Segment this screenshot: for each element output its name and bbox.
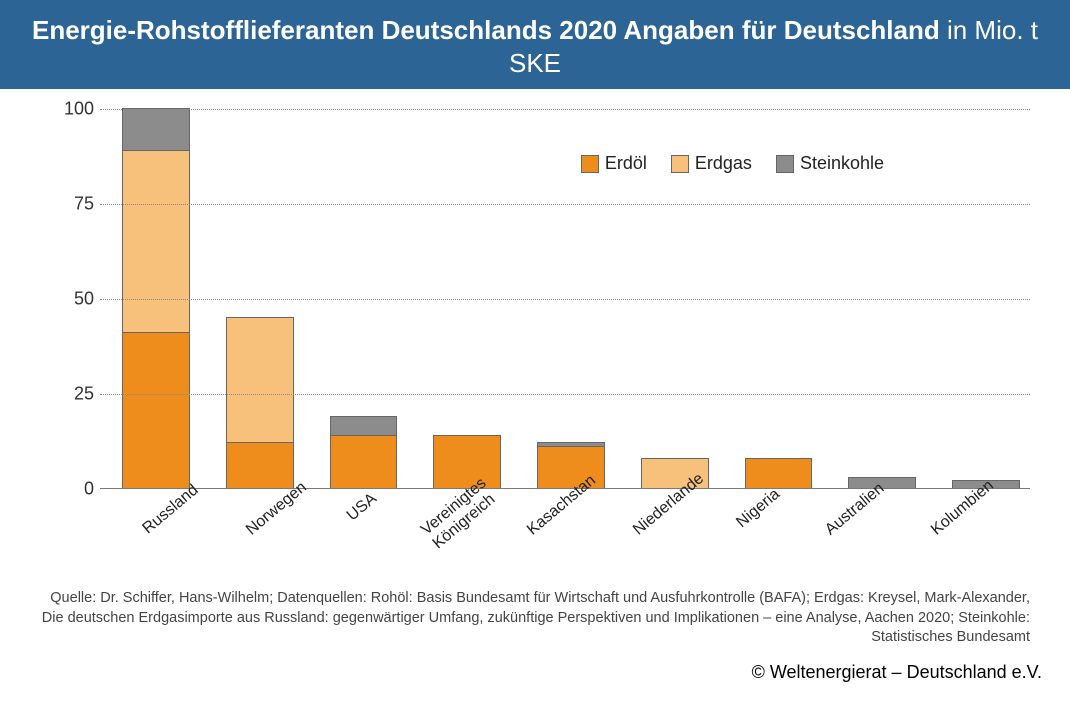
bar-segment: [745, 458, 813, 488]
legend-item: Erdöl: [581, 153, 647, 174]
bar-segment: [122, 332, 190, 488]
bar-column: [330, 416, 398, 488]
bar-column: [226, 317, 294, 488]
y-tick-label: 0: [54, 479, 94, 500]
x-tick-label: Norwegen: [243, 481, 354, 595]
bar-segment: [226, 442, 294, 488]
gridline: [100, 204, 1030, 205]
x-axis-labels: RusslandNorwegenUSAVereinigtes Königreic…: [40, 495, 1030, 585]
gridline: [100, 299, 1030, 300]
y-tick-label: 25: [54, 384, 94, 405]
x-tick-label: Vereinigtes Königreich: [418, 481, 529, 595]
bar-segment: [122, 150, 190, 332]
x-tick-label: Russland: [140, 481, 249, 593]
x-tick-label: Kasachstan: [524, 481, 635, 595]
gridline: [100, 109, 1030, 110]
bar-column: [122, 108, 190, 488]
bar-segment: [330, 435, 398, 488]
gridline: [100, 394, 1030, 395]
legend: Erdöl Erdgas Steinkohle: [581, 153, 884, 174]
legend-label: Erdgas: [695, 153, 752, 174]
bar-segment: [433, 435, 501, 488]
legend-swatch: [671, 155, 689, 173]
y-tick-label: 100: [54, 99, 94, 120]
x-tick-label: Niederlande: [630, 481, 741, 595]
chart-header: Energie-Rohstofflieferanten Deutschlands…: [0, 0, 1070, 89]
y-tick-label: 75: [54, 194, 94, 215]
source-citation: Quelle: Dr. Schiffer, Hans-Wilhelm; Date…: [0, 589, 1070, 648]
legend-swatch: [581, 155, 599, 173]
y-tick-label: 50: [54, 289, 94, 310]
legend-label: Erdöl: [605, 153, 647, 174]
legend-item: Erdgas: [671, 153, 752, 174]
bar-column: [433, 435, 501, 488]
legend-swatch: [776, 155, 794, 173]
legend-label: Steinkohle: [800, 153, 884, 174]
bar-segment: [226, 317, 294, 442]
legend-item: Steinkohle: [776, 153, 884, 174]
x-tick-label: Nigeria: [733, 486, 830, 588]
copyright-text: © Weltenergierat – Deutschland e.V.: [0, 648, 1070, 683]
x-tick-label: USA: [344, 490, 427, 580]
chart-title-bold: Energie-Rohstofflieferanten Deutschlands…: [32, 15, 940, 45]
x-tick-label: Kolumbien: [928, 481, 1039, 595]
chart-title: Energie-Rohstofflieferanten Deutschlands…: [32, 15, 1038, 78]
bar-column: [745, 458, 813, 488]
bar-segment: [122, 108, 190, 150]
bar-segment: [330, 416, 398, 435]
plot-area: ErdölErdgasSteinkohle 0255075100: [100, 109, 1030, 489]
chart-container: Erdöl Erdgas Steinkohle 0 25 50 75 100 Russlan…: [0, 89, 1070, 585]
x-tick-label: Australien: [822, 481, 933, 595]
